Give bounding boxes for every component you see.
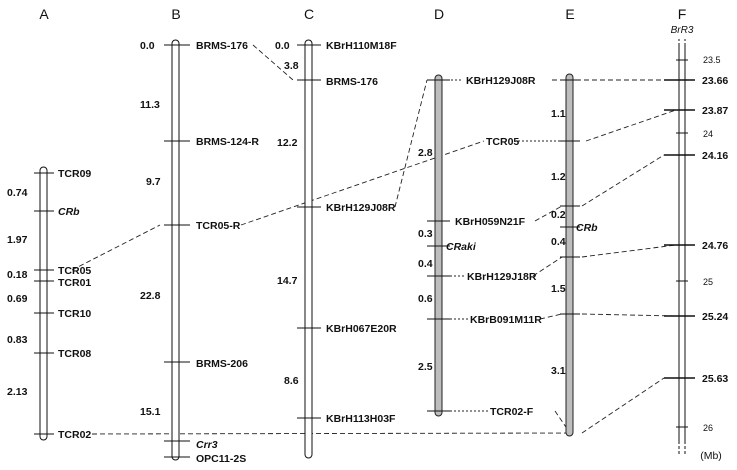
link-e-f-24-76: [581, 244, 677, 258]
marker-kbrh129j18r: KBrH129J18R: [467, 271, 537, 283]
distance-a-3: 0.18: [7, 269, 28, 281]
distance-d-3: 0.4: [418, 258, 433, 270]
marker-tcr02-a: TCR02: [58, 429, 91, 441]
marker-tcr01: TCR01: [58, 277, 91, 289]
distance-c-4: 14.7: [277, 275, 298, 287]
column-label-c: C: [304, 6, 314, 22]
column-label-d: D: [434, 6, 444, 22]
distance-e-5: 1.5: [551, 283, 566, 295]
position-23-87: 23.87: [702, 105, 728, 117]
marker-kbrh129j08r-d: KBrH129J08R: [466, 75, 536, 87]
link-e-f-24-16: [581, 154, 665, 207]
chromosome-c-ticks: [297, 44, 321, 419]
position-23-66: 23.66: [702, 75, 728, 87]
marker-crr3: Crr3: [196, 439, 218, 451]
distance-c-2: 3.8: [284, 60, 299, 72]
distance-a-4: 0.69: [7, 293, 28, 305]
position-24-16: 24.16: [702, 150, 728, 162]
link-brms176-b-c: [252, 44, 294, 81]
chromosome-e: [565, 73, 574, 437]
marker-tcr09: TCR09: [58, 168, 91, 180]
marker-tcr10: TCR10: [58, 308, 91, 320]
physical-map-f-ticks: [664, 59, 695, 428]
marker-brms124r: BRMS-124-R: [196, 136, 259, 148]
column-label-f: F: [678, 6, 687, 22]
marker-crb-e: CRb: [576, 222, 598, 234]
distance-d-5: 2.5: [418, 361, 433, 373]
column-label-a: A: [39, 6, 49, 22]
distance-a-5: 0.83: [7, 334, 28, 346]
chromosome-e-ticks: [560, 79, 580, 315]
gene-header-brr3: BrR3: [671, 25, 694, 36]
physical-map-f: [678, 37, 686, 455]
position-25-24: 25.24: [702, 311, 728, 323]
distance-e-6: 3.1: [551, 365, 566, 377]
link-e-f-25-24: [581, 313, 677, 317]
distance-b-5: 15.1: [140, 406, 161, 418]
position-25-63: 25.63: [702, 373, 728, 385]
distance-a-1: 0.74: [7, 187, 28, 199]
position-23-5: 23.5: [703, 55, 721, 65]
marker-tcr02f: TCR02-F: [490, 406, 534, 418]
link-kbrb091m11r-d-e: [539, 313, 563, 320]
distance-a-2: 1.97: [7, 234, 28, 246]
position-26: 26: [703, 423, 713, 433]
distance-e-1: 1.1: [551, 108, 566, 120]
marker-tcr05r: TCR05-R: [196, 220, 241, 232]
distance-d-1: 2.8: [418, 147, 433, 159]
distance-b-4: 22.8: [140, 290, 161, 302]
marker-crb-a: CRb: [58, 206, 80, 218]
link-tcr02-a-e: [91, 432, 571, 435]
marker-craki: CRaki: [446, 241, 477, 253]
distance-e-4: 0.4: [551, 236, 566, 248]
marker-kbrh113h03f: KBrH113H03F: [326, 413, 396, 425]
distance-e-3: 0.2: [551, 209, 566, 221]
chromosome-b: [171, 39, 180, 461]
distance-a-6: 2.13: [7, 386, 28, 398]
link-tcr02f-d-e: [554, 410, 571, 434]
link-tcr05-e-f: [585, 109, 677, 142]
marker-kbrh059n21f: KBrH059N21F: [455, 216, 526, 228]
distance-d-2: 0.3: [418, 228, 433, 240]
link-e-f-25-63: [581, 377, 665, 434]
distance-c-3: 12.2: [277, 137, 298, 149]
column-label-e: E: [565, 6, 574, 22]
link-tcr05-a-b: [71, 224, 161, 271]
position-24: 24: [703, 129, 713, 139]
chromosome-c: [304, 39, 313, 459]
link-kbrh059n21f-d-e: [534, 205, 563, 222]
chromosome-d-ticks: [427, 79, 450, 412]
distance-d-4: 0.6: [418, 293, 433, 305]
marker-kbrb091m11r: KBrB091M11R: [470, 314, 542, 326]
marker-tcr05-a: TCR05: [58, 265, 91, 277]
marker-brms176-b: BRMS-176: [196, 40, 248, 52]
unit-label: (Mb): [700, 450, 722, 462]
distance-e-2: 1.2: [551, 171, 566, 183]
marker-tcr05-e: TCR05: [486, 136, 519, 148]
distance-c-5: 8.6: [284, 375, 299, 387]
distance-b-1: 0.0: [140, 40, 155, 52]
chromosome-a-ticks: [34, 172, 54, 435]
chromosome-b-ticks: [164, 44, 190, 458]
marker-tcr08: TCR08: [58, 348, 91, 360]
marker-kbrh110m18f: KBrH110M18F: [326, 40, 397, 52]
distance-b-3: 9.7: [146, 176, 161, 188]
marker-kbrh129j08r-c: KBrH129J08R: [326, 202, 396, 214]
link-kbrh129j18r-d-e: [532, 256, 563, 277]
marker-kbrh067e20r: KBrH067E20R: [326, 323, 397, 335]
link-tcr05-b-e: [240, 140, 485, 226]
marker-brms176-c: BRMS-176: [326, 76, 378, 88]
position-25: 25: [703, 277, 713, 287]
distance-b-2: 11.3: [140, 99, 160, 111]
link-kbrh129j08r-c-d: [394, 79, 428, 208]
position-24-76: 24.76: [702, 240, 728, 252]
marker-opc112s: OPC11-2S: [196, 453, 246, 465]
distance-c-1: 0.0: [275, 40, 290, 52]
column-label-b: B: [171, 6, 180, 22]
chromosome-a: [39, 166, 48, 441]
marker-brms206: BRMS-206: [196, 358, 248, 370]
